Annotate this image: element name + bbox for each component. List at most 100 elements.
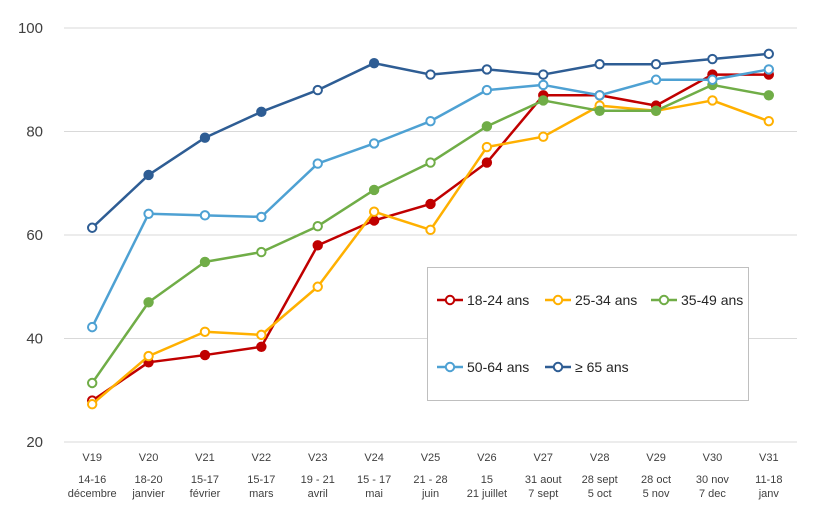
legend-item: 18-24 ans	[437, 292, 529, 308]
data-point	[312, 221, 323, 232]
data-point	[650, 74, 662, 85]
data-point	[199, 256, 211, 268]
data-point	[256, 329, 267, 341]
x-tick-date-label: 11-18	[755, 474, 782, 486]
x-tick-date-label: 31 aout	[525, 474, 562, 486]
data-point	[143, 350, 154, 362]
x-tick-date-label: 15	[481, 474, 493, 486]
data-point	[650, 105, 662, 117]
legend-item: 25-34 ans	[545, 292, 637, 308]
x-axis: V19 14-16 décembre V20 18-20 janvier V21 15-17 f…	[68, 452, 783, 500]
data-point	[199, 210, 211, 221]
data-point	[425, 69, 436, 80]
data-point	[256, 106, 267, 118]
data-point	[368, 138, 380, 149]
legend-marker	[444, 361, 456, 373]
data-point	[368, 184, 380, 196]
x-tick-wave-label: V31	[759, 452, 779, 464]
data-point	[763, 115, 775, 127]
data-point	[368, 206, 380, 217]
data-point	[425, 198, 436, 210]
legend-item: 35-49 ans	[651, 292, 743, 308]
legend-box	[427, 267, 749, 401]
data-point	[312, 84, 323, 96]
x-tick-wave-label: V20	[139, 452, 159, 464]
x-tick-wave-label: V19	[82, 452, 102, 464]
x-tick-date-label: 15 - 17	[357, 474, 391, 486]
series-3	[86, 64, 775, 333]
x-tick-date-label: 15-17	[191, 474, 219, 486]
data-point	[86, 399, 98, 410]
data-point	[312, 158, 323, 169]
x-tick-wave-label: V29	[646, 452, 666, 464]
x-tick-wave-label: V21	[195, 452, 215, 464]
data-point	[86, 222, 98, 233]
x-tick-wave-label: V26	[477, 452, 497, 464]
data-point	[594, 59, 605, 70]
y-axis: 20 40 60 80 100	[18, 20, 43, 451]
legend-label: 35-49 ans	[681, 292, 743, 308]
legend-label: 18-24 ans	[467, 292, 529, 308]
data-point	[143, 169, 154, 181]
x-tick-wave-label: V22	[252, 452, 272, 464]
x-tick-date-label: 7 sept	[528, 488, 558, 500]
data-point	[312, 240, 323, 251]
legend-marker	[552, 294, 564, 306]
legend-item: 50-64 ans	[437, 359, 529, 375]
y-tick-label: 20	[26, 434, 43, 451]
data-point	[425, 115, 436, 127]
x-tick-date-label: 21 - 28	[413, 474, 447, 486]
data-point	[763, 64, 775, 75]
data-point	[538, 69, 549, 80]
legend-marker	[444, 294, 456, 306]
legend-item: ≥ 65 ans	[545, 359, 629, 375]
x-tick-wave-label: V30	[703, 452, 723, 464]
data-point	[481, 141, 493, 153]
data-point	[594, 90, 605, 101]
x-tick-date-label: février	[190, 488, 221, 500]
x-tick-date-label: 21 juillet	[467, 488, 507, 500]
x-tick-date-label: 15-17	[247, 474, 275, 486]
x-tick-date-label: juin	[421, 488, 439, 500]
data-point	[312, 281, 323, 292]
x-tick-date-label: janvier	[131, 488, 165, 500]
legend-label: ≥ 65 ans	[575, 359, 629, 375]
data-point	[481, 121, 493, 132]
x-tick-date-label: mars	[249, 488, 274, 500]
data-point	[763, 90, 775, 101]
data-point	[538, 131, 549, 142]
x-tick-wave-label: V28	[590, 452, 610, 464]
data-point	[256, 246, 267, 258]
data-point	[538, 79, 549, 91]
legend-label: 50-64 ans	[467, 359, 529, 375]
series-4	[86, 48, 775, 233]
x-tick-wave-label: V25	[421, 452, 441, 464]
series-lines	[86, 48, 775, 410]
data-point	[707, 95, 718, 106]
x-tick-date-label: janv	[758, 488, 780, 500]
data-point	[199, 132, 211, 143]
data-point	[425, 224, 436, 236]
x-tick-date-label: avril	[308, 488, 328, 500]
legend-marker	[658, 294, 670, 306]
y-tick-label: 40	[26, 331, 43, 348]
data-point	[594, 105, 605, 117]
x-tick-date-label: 7 dec	[699, 488, 726, 500]
data-point	[199, 349, 211, 361]
x-tick-wave-label: V23	[308, 452, 328, 464]
data-point	[481, 64, 493, 75]
data-point	[538, 95, 549, 106]
data-point	[256, 341, 267, 352]
data-point	[256, 211, 267, 223]
legend-marker	[552, 361, 564, 373]
data-point	[425, 157, 436, 168]
legend-label: 25-34 ans	[575, 292, 637, 308]
x-tick-date-label: 5 oct	[588, 488, 612, 500]
data-point	[481, 84, 493, 96]
data-point	[143, 208, 154, 219]
x-tick-wave-label: V27	[533, 452, 553, 464]
x-tick-date-label: 14-16	[78, 474, 106, 486]
x-tick-date-label: 28 oct	[641, 474, 671, 486]
data-point	[707, 74, 718, 85]
